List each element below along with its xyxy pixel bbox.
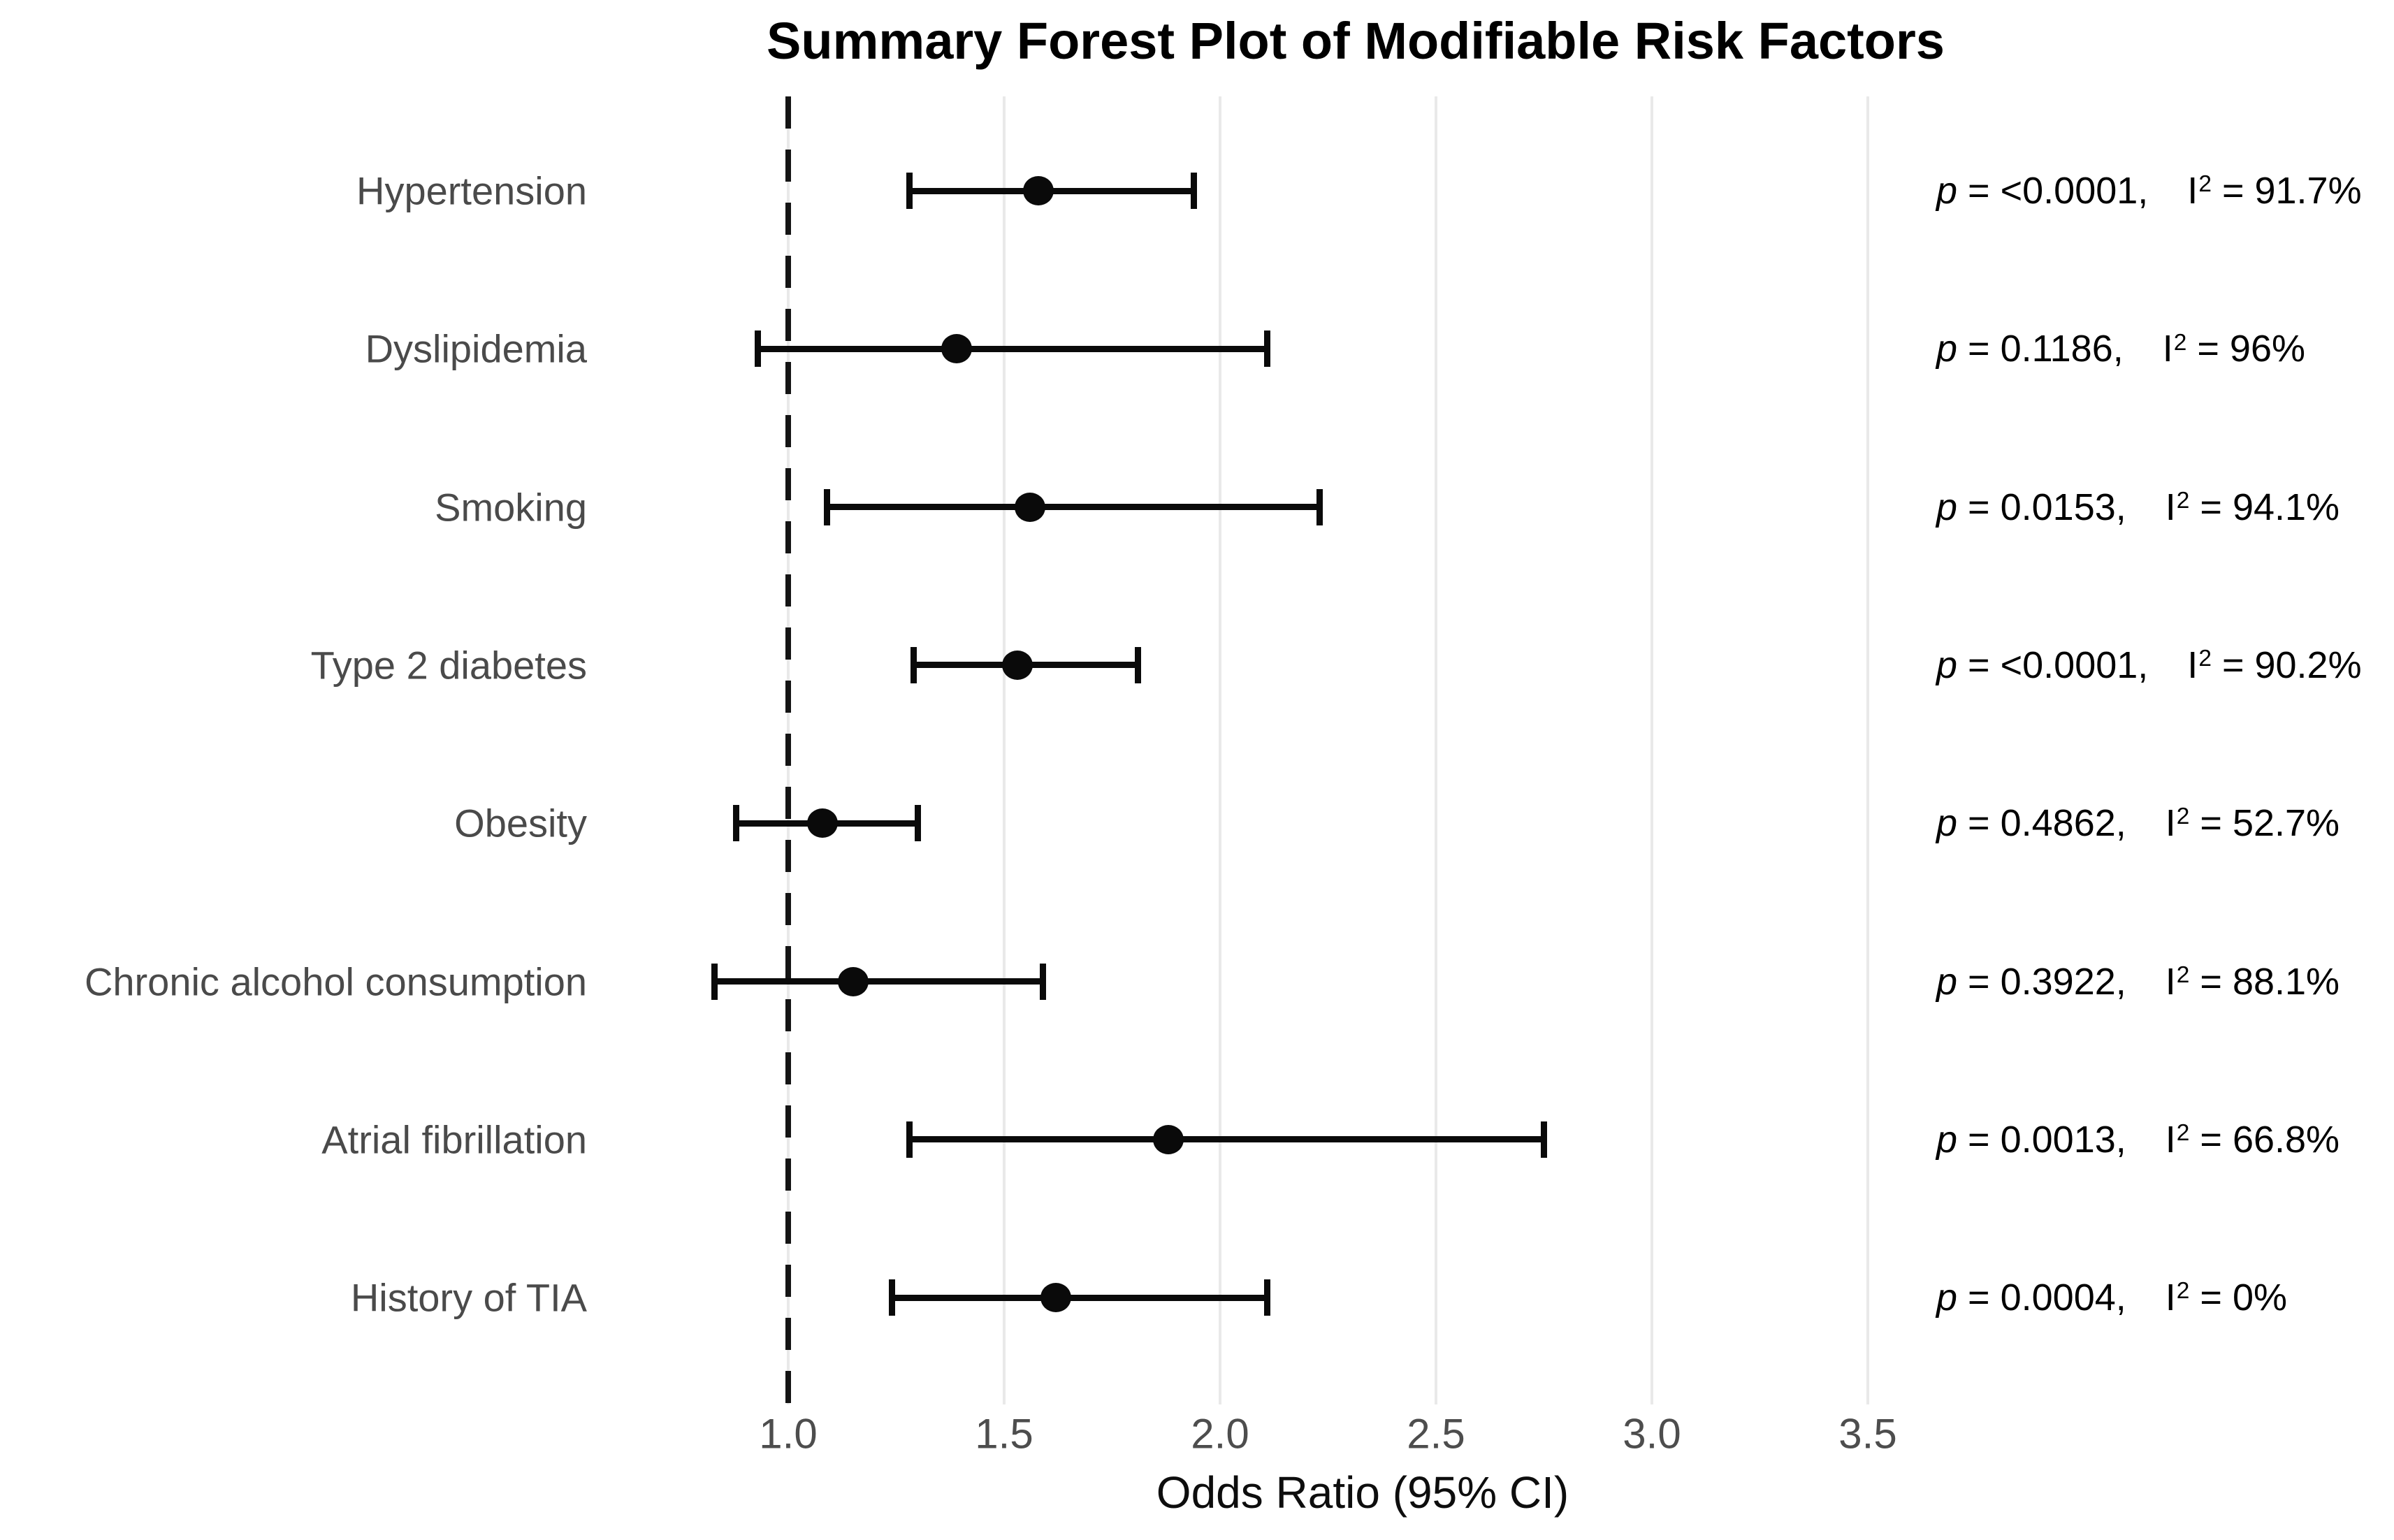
chart-title: Summary Forest Plot of Modifiable Risk F… (767, 12, 1945, 70)
point-estimate-dot (1023, 176, 1054, 205)
stats-annotation: p = 0.0004, I2 = 0% (1936, 1276, 2287, 1319)
ci-cap-high (1264, 330, 1271, 368)
gridline-x-2.5 (1435, 96, 1437, 1404)
p-value-symbol: p (1936, 486, 1958, 528)
ci-cap-low (906, 173, 913, 209)
x-tick-label-3.0: 3.0 (1623, 1410, 1681, 1458)
row-label: Type 2 diabetes (310, 643, 587, 688)
gridline-x-3.5 (1866, 96, 1869, 1404)
ci-cap-low (824, 488, 831, 525)
ci-cap-low (755, 330, 762, 368)
i-squared-text: I2 = 91.7% (2187, 170, 2362, 212)
reference-line-or1 (785, 96, 791, 1420)
ci-bar (827, 504, 1320, 511)
i-squared-text: I2 = 94.1% (2165, 486, 2340, 528)
p-value-text: = 0.1186, (1957, 328, 2124, 370)
stats-annotation: p = <0.0001, I2 = 91.7% (1936, 169, 2362, 212)
ci-bar (892, 1294, 1268, 1301)
ci-cap-low (733, 805, 740, 842)
stats-annotation: p = 0.4862, I2 = 52.7% (1936, 801, 2339, 845)
p-value-symbol: p (1936, 802, 1958, 845)
point-estimate-dot (1001, 650, 1033, 680)
stats-annotation: p = 0.3922, I2 = 88.1% (1936, 960, 2339, 1003)
row-label: Dyslipidemia (365, 326, 587, 371)
p-value-text: = <0.0001, (1957, 644, 2149, 686)
x-tick-label-3.5: 3.5 (1838, 1410, 1897, 1458)
ci-cap-high (1316, 488, 1323, 525)
row-label: Hypertension (356, 168, 587, 213)
point-estimate-dot (1015, 492, 1046, 522)
p-value-symbol: p (1936, 960, 1958, 1003)
ci-bar (714, 978, 1043, 985)
gridline-x-3.0 (1651, 96, 1653, 1404)
p-value-symbol: p (1936, 1118, 1958, 1161)
x-axis-title: Odds Ratio (95% CI) (1156, 1467, 1569, 1518)
stats-annotation: p = 0.0013, I2 = 66.8% (1936, 1118, 2339, 1161)
p-value-text: = 0.0153, (1957, 486, 2126, 528)
ci-cap-high (1191, 173, 1198, 209)
i-squared-text: I2 = 90.2% (2187, 644, 2362, 686)
ci-cap-low (910, 646, 917, 683)
point-estimate-dot (837, 966, 869, 996)
row-label: Atrial fibrillation (321, 1117, 587, 1162)
p-value-symbol: p (1936, 1277, 1958, 1319)
p-value-text: = 0.0013, (1957, 1118, 2126, 1161)
stats-annotation: p = 0.0153, I2 = 94.1% (1936, 486, 2339, 529)
i-squared-text: I2 = 96% (2162, 328, 2306, 370)
ci-cap-high (1040, 963, 1047, 1000)
point-estimate-dot (807, 808, 839, 838)
row-label: Chronic alcohol consumption (84, 959, 587, 1003)
stats-annotation: p = <0.0001, I2 = 90.2% (1936, 644, 2362, 687)
ci-cap-low (888, 1279, 895, 1316)
ci-cap-high (1541, 1121, 1547, 1158)
point-estimate-dot (941, 334, 973, 364)
p-value-symbol: p (1936, 328, 1958, 370)
gridline-x-2.0 (1219, 96, 1221, 1404)
point-estimate-dot (1040, 1283, 1072, 1313)
p-value-symbol: p (1936, 644, 1958, 686)
gridline-x-1.5 (1003, 96, 1006, 1404)
x-tick-label-2.5: 2.5 (1407, 1410, 1465, 1458)
ci-bar (909, 1136, 1544, 1143)
ci-cap-low (906, 1121, 913, 1158)
ci-bar (757, 345, 1268, 352)
i-squared-text: I2 = 66.8% (2165, 1118, 2340, 1161)
point-estimate-dot (1152, 1124, 1184, 1154)
p-value-text: = 0.0004, (1957, 1277, 2126, 1319)
ci-cap-low (711, 963, 718, 1000)
row-label: Obesity (454, 801, 587, 845)
x-tick-label-2.0: 2.0 (1191, 1410, 1249, 1458)
p-value-text: = <0.0001, (1957, 170, 2149, 212)
row-label: Smoking (435, 485, 587, 530)
ci-cap-high (1135, 646, 1142, 683)
row-label: History of TIA (350, 1275, 587, 1320)
i-squared-text: I2 = 52.7% (2165, 802, 2340, 845)
i-squared-text: I2 = 0% (2165, 1277, 2287, 1319)
p-value-text: = 0.4862, (1957, 802, 2126, 845)
i-squared-text: I2 = 88.1% (2165, 960, 2340, 1003)
p-value-text: = 0.3922, (1957, 960, 2126, 1003)
x-tick-label-1.5: 1.5 (975, 1410, 1033, 1458)
ci-cap-high (1264, 1279, 1271, 1316)
stats-annotation: p = 0.1186, I2 = 96% (1936, 327, 2305, 370)
x-tick-label-1.0: 1.0 (759, 1410, 818, 1458)
ci-cap-high (914, 805, 921, 842)
p-value-symbol: p (1936, 170, 1958, 212)
